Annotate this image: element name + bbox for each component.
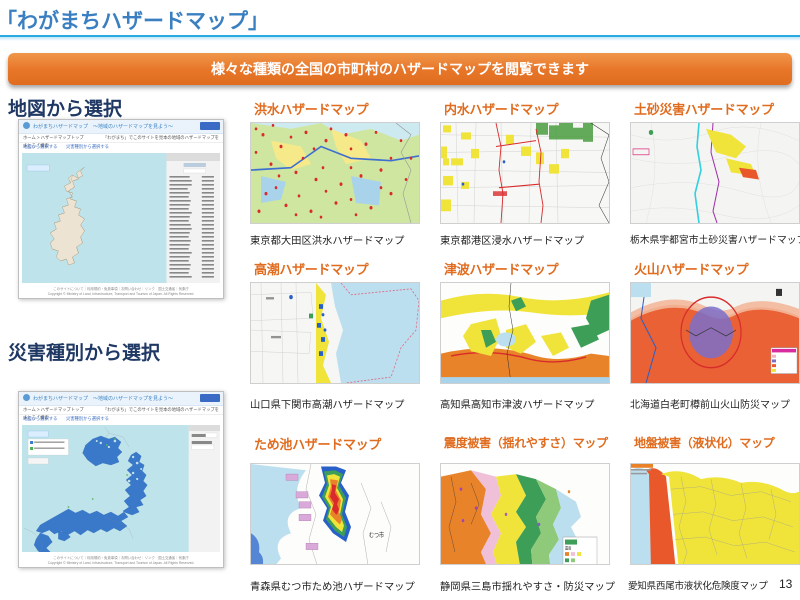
svg-text:むつ市: むつ市 — [369, 530, 384, 539]
svg-text:震度: 震度 — [565, 545, 572, 551]
